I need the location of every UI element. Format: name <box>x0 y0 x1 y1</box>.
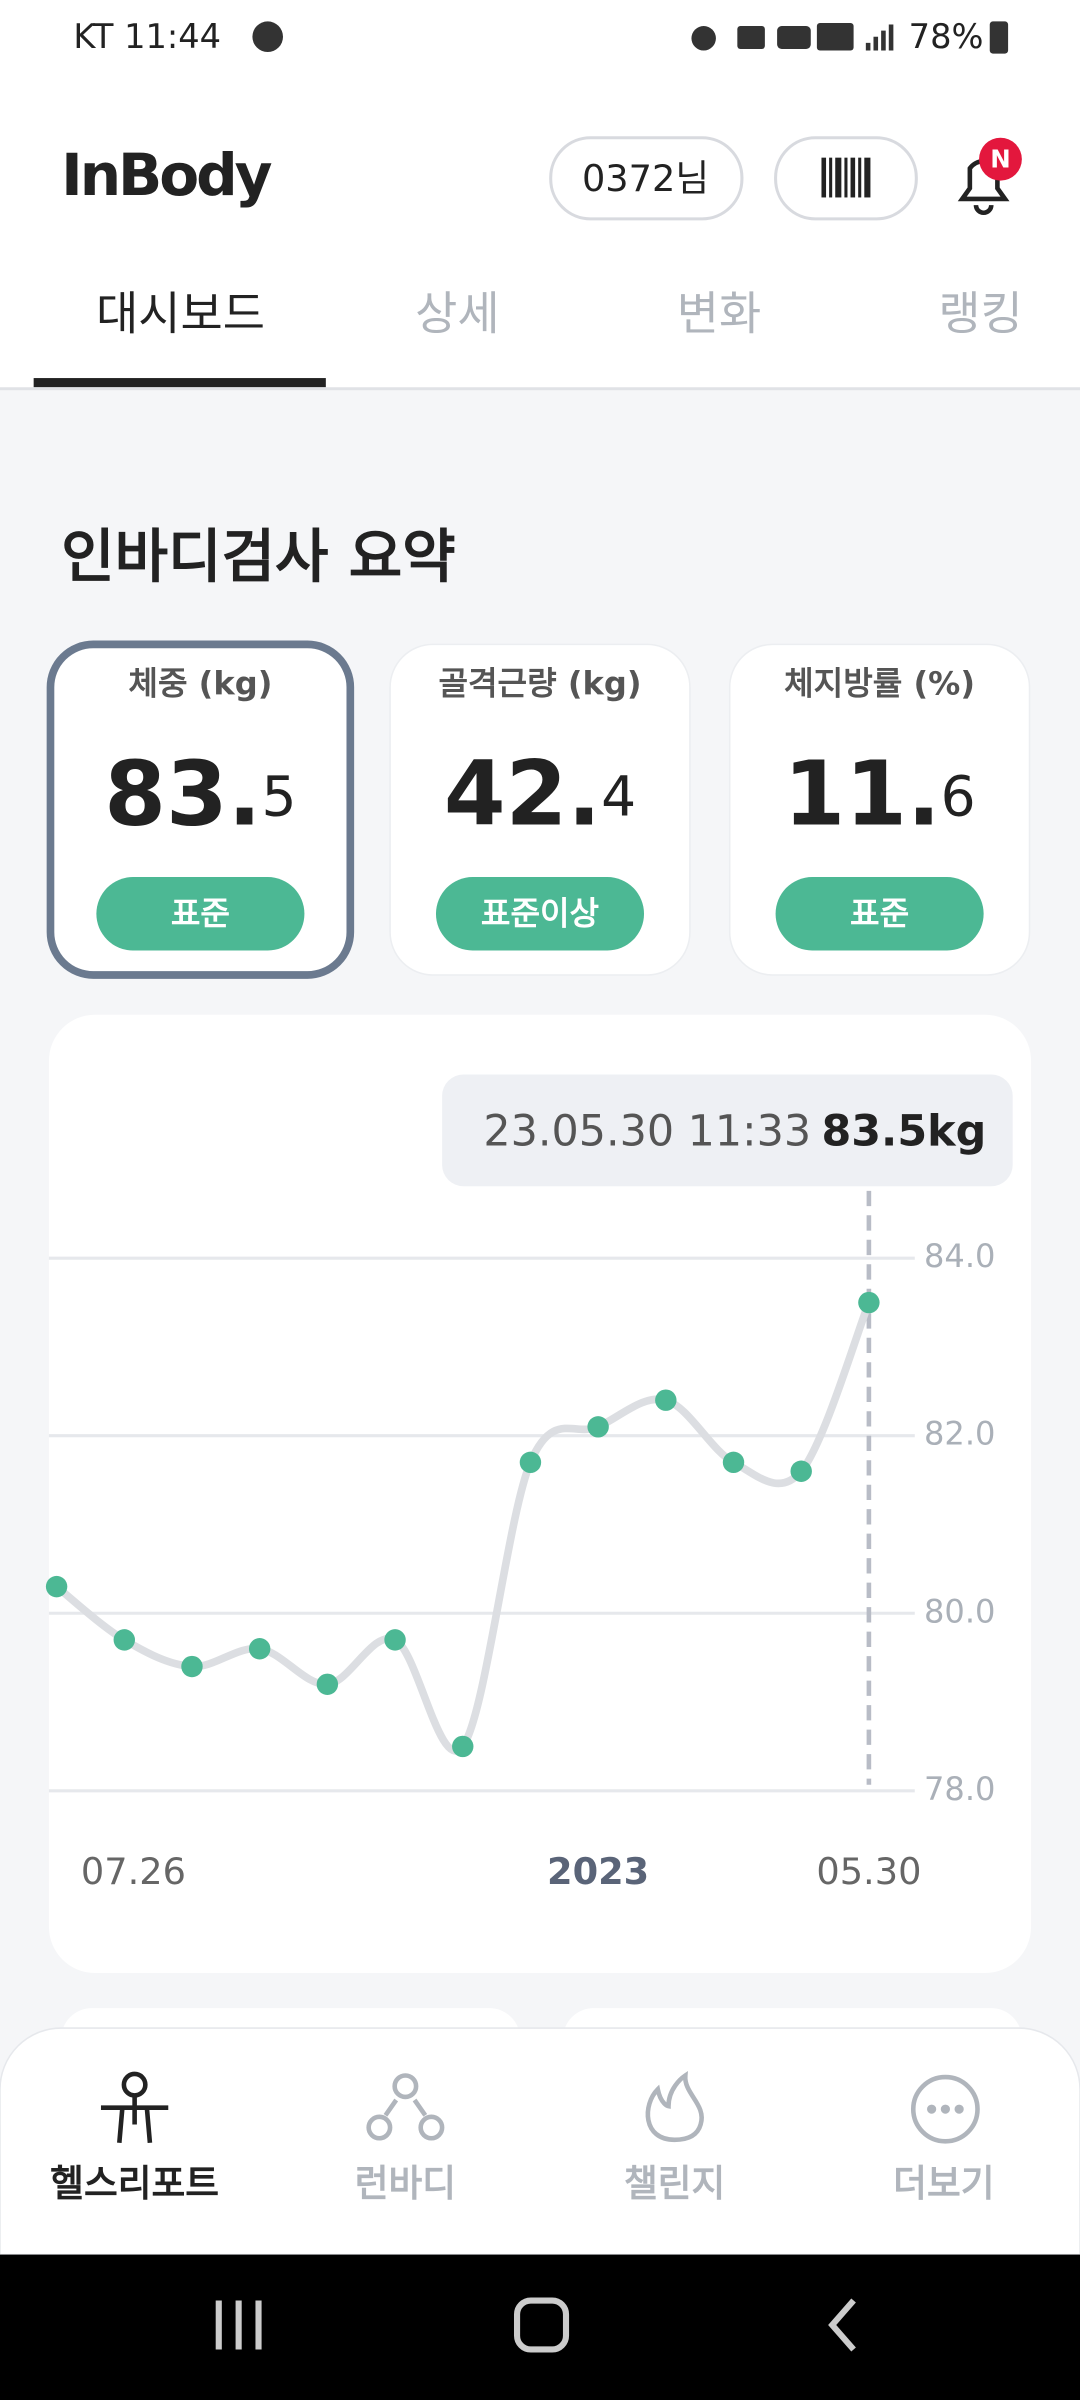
data-point <box>858 1291 880 1314</box>
tooltip-date: 23.05.30 11:33 <box>483 1107 811 1157</box>
system-nav-icons <box>215 2297 856 2353</box>
value-fraction: 5 <box>261 765 296 829</box>
nav-label[interactable]: 헬스리포트 <box>50 2162 219 2205</box>
card-label: 골격근량 (kg) <box>438 665 641 703</box>
battery-percent: 78% <box>909 17 984 56</box>
status-text: 표준이상 <box>481 894 599 932</box>
value-fraction: 6 <box>941 765 976 829</box>
card-value: 11.6 <box>783 743 975 846</box>
value-whole: 83. <box>104 743 261 846</box>
value-whole: 11. <box>783 743 940 846</box>
bottom-nav <box>0 2027 1080 2256</box>
x-tick-label: 05.30 <box>816 1850 921 1893</box>
data-point <box>722 1451 745 1474</box>
system-nav-bar <box>0 2254 1080 2400</box>
data-point <box>181 1655 203 1678</box>
tab[interactable]: 상세 <box>415 286 499 340</box>
x-tick-label: 07.26 <box>81 1850 186 1893</box>
value-whole: 42. <box>444 743 601 846</box>
data-point <box>316 1673 339 1695</box>
data-point <box>248 1638 271 1660</box>
data-point <box>519 1451 542 1474</box>
user-name[interactable]: 0372님 <box>582 157 709 200</box>
battery-icon <box>989 21 1009 54</box>
status-pill <box>775 877 984 951</box>
nav-icons <box>100 2070 980 2144</box>
tab[interactable]: 랭킹 <box>938 286 1022 340</box>
tooltip <box>442 1074 1013 1187</box>
data-point <box>45 1575 68 1598</box>
card-value: 42.4 <box>444 743 636 846</box>
nav-label[interactable]: 런바디 <box>355 2162 456 2205</box>
nav-label[interactable]: 챌린지 <box>624 2162 725 2205</box>
card-label: 체지방률 (%) <box>784 665 975 703</box>
data-point <box>452 1735 474 1758</box>
barcode-icon <box>821 157 871 198</box>
logo: InBody <box>61 141 271 209</box>
data-point <box>384 1629 406 1651</box>
y-tick-label: 84.0 <box>924 1237 996 1275</box>
section-title: 인바디검사 요약 <box>61 522 455 590</box>
y-tick-label: 82.0 <box>924 1415 996 1453</box>
y-tick-label: 80.0 <box>924 1592 996 1630</box>
card-value: 83.5 <box>104 743 296 846</box>
status-text: 표준 <box>850 894 909 932</box>
status-icons <box>691 22 894 51</box>
value-fraction: 4 <box>601 765 636 829</box>
badge-text: N <box>990 145 1010 174</box>
data-point <box>113 1629 135 1651</box>
tooltip-value: 83.5kg <box>821 1107 986 1157</box>
status-pill <box>96 877 305 951</box>
x-tick-label: 2023 <box>547 1850 649 1893</box>
tab[interactable]: 대시보드 <box>96 286 265 340</box>
status-time: KT 11:44 <box>73 17 221 56</box>
data-point <box>790 1460 812 1482</box>
data-point <box>587 1416 609 1438</box>
notification-badge <box>979 137 1022 181</box>
user-pill[interactable] <box>549 136 744 221</box>
tab[interactable]: 변화 <box>677 286 761 340</box>
tab-indicator <box>33 378 326 388</box>
talk-icon <box>252 21 284 53</box>
status-pill <box>435 877 645 951</box>
data-point <box>655 1389 677 1411</box>
y-tick-label: 78.0 <box>924 1770 996 1808</box>
card-label: 체중 (kg) <box>128 665 272 703</box>
status-text: 표준 <box>171 894 230 932</box>
chart-card <box>48 1014 1032 1973</box>
nav-label[interactable]: 더보기 <box>893 2162 994 2205</box>
